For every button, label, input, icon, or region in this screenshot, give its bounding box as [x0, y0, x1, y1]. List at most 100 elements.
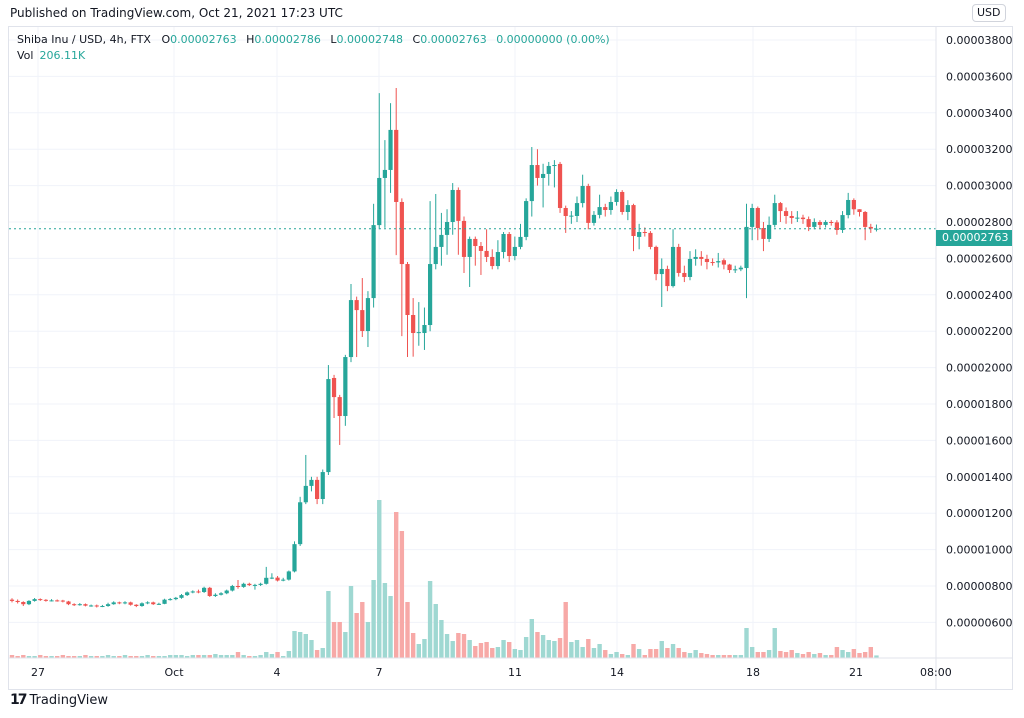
candle-body[interactable]: [145, 602, 150, 604]
candle-body[interactable]: [269, 577, 274, 579]
candle-body[interactable]: [298, 502, 303, 545]
candle-body[interactable]: [507, 234, 512, 257]
candle-body[interactable]: [518, 236, 523, 247]
candle-body[interactable]: [9, 599, 15, 601]
candle-body[interactable]: [778, 203, 783, 212]
candle-body[interactable]: [139, 603, 145, 607]
candle-body[interactable]: [122, 602, 128, 604]
candle-body[interactable]: [670, 246, 676, 287]
candle-body[interactable]: [377, 177, 382, 226]
candle-body[interactable]: [49, 600, 54, 602]
candle-body[interactable]: [354, 300, 359, 311]
candle-body[interactable]: [326, 379, 331, 473]
candle-body[interactable]: [625, 205, 630, 212]
candle-body[interactable]: [851, 199, 856, 210]
candle-body[interactable]: [699, 256, 704, 259]
candle-body[interactable]: [360, 310, 365, 332]
candle-body[interactable]: [569, 215, 574, 217]
candle-body[interactable]: [202, 587, 207, 593]
candle-body[interactable]: [608, 201, 613, 210]
candle-body[interactable]: [761, 228, 766, 239]
candle-body[interactable]: [151, 602, 156, 605]
candle-body[interactable]: [218, 593, 224, 595]
candle-body[interactable]: [213, 594, 218, 597]
candle-body[interactable]: [348, 300, 354, 358]
candle-body[interactable]: [185, 592, 190, 596]
tradingview-logo[interactable]: 17 TradingView: [10, 692, 108, 708]
candle-body[interactable]: [857, 209, 862, 212]
candle-body[interactable]: [162, 599, 167, 604]
candle-body[interactable]: [541, 173, 546, 178]
candle-body[interactable]: [292, 544, 297, 572]
candle-body[interactable]: [66, 601, 71, 605]
candle-body[interactable]: [721, 260, 726, 265]
candle-body[interactable]: [738, 267, 743, 270]
candle-body[interactable]: [252, 584, 258, 586]
candle-body[interactable]: [552, 165, 557, 167]
candle-body[interactable]: [529, 165, 534, 202]
candle-body[interactable]: [38, 599, 43, 601]
candle-body[interactable]: [834, 222, 839, 231]
candle-body[interactable]: [196, 591, 201, 593]
symbol-label[interactable]: Shiba Inu / USD, 4h, FTX: [17, 33, 151, 46]
candle-body[interactable]: [286, 571, 291, 580]
candle-body[interactable]: [806, 219, 811, 227]
candle-body[interactable]: [100, 606, 105, 608]
candle-body[interactable]: [303, 485, 308, 503]
candle-body[interactable]: [60, 600, 65, 602]
candle-body[interactable]: [693, 256, 698, 259]
candle-body[interactable]: [501, 234, 506, 253]
candle-body[interactable]: [281, 579, 286, 581]
candle-body[interactable]: [399, 201, 404, 265]
candle-body[interactable]: [247, 583, 252, 586]
candle-body[interactable]: [134, 604, 139, 607]
candle-body[interactable]: [173, 597, 178, 600]
candle-body[interactable]: [77, 604, 82, 606]
candle-body[interactable]: [535, 165, 540, 178]
candle-body[interactable]: [704, 258, 710, 263]
candle-body[interactable]: [230, 586, 235, 591]
candle-body[interactable]: [388, 129, 393, 170]
candle-body[interactable]: [789, 215, 794, 218]
candle-body[interactable]: [495, 252, 500, 267]
candle-body[interactable]: [105, 604, 111, 607]
candle-body[interactable]: [83, 604, 88, 606]
candle-body[interactable]: [676, 246, 681, 273]
candle-body[interactable]: [614, 191, 619, 202]
candle-body[interactable]: [309, 479, 314, 486]
candle-body[interactable]: [823, 222, 828, 225]
volume-label[interactable]: Vol: [17, 49, 34, 62]
candle-body[interactable]: [117, 602, 122, 604]
candle-body[interactable]: [439, 234, 444, 247]
candle-body[interactable]: [586, 185, 591, 223]
candle-body[interactable]: [241, 583, 246, 587]
candle-body[interactable]: [829, 222, 834, 223]
candle-body[interactable]: [603, 207, 608, 210]
currency-badge[interactable]: USD: [972, 4, 1006, 22]
candle-body[interactable]: [411, 315, 416, 334]
candle-body[interactable]: [620, 191, 625, 212]
candle-body[interactable]: [320, 472, 325, 500]
candle-body[interactable]: [580, 185, 585, 204]
candle-body[interactable]: [72, 604, 77, 606]
candle-body[interactable]: [484, 250, 489, 257]
candle-body[interactable]: [557, 163, 563, 208]
candle-body[interactable]: [315, 479, 320, 500]
candle-body[interactable]: [524, 201, 529, 237]
candle-body[interactable]: [382, 169, 387, 178]
candle-body[interactable]: [812, 222, 817, 227]
candle-body[interactable]: [179, 595, 184, 598]
candle-body[interactable]: [490, 256, 495, 267]
candle-body[interactable]: [365, 298, 371, 332]
candle-body[interactable]: [43, 599, 48, 601]
candle-body[interactable]: [840, 215, 845, 231]
candle-body[interactable]: [394, 129, 399, 202]
candle-body[interactable]: [631, 205, 636, 237]
candle-body[interactable]: [433, 246, 438, 265]
candle-body[interactable]: [727, 264, 732, 271]
candle-body[interactable]: [264, 577, 269, 584]
candle-body[interactable]: [190, 591, 195, 593]
candle-body[interactable]: [772, 203, 777, 225]
candle-body[interactable]: [642, 232, 647, 234]
candle-body[interactable]: [591, 214, 597, 223]
